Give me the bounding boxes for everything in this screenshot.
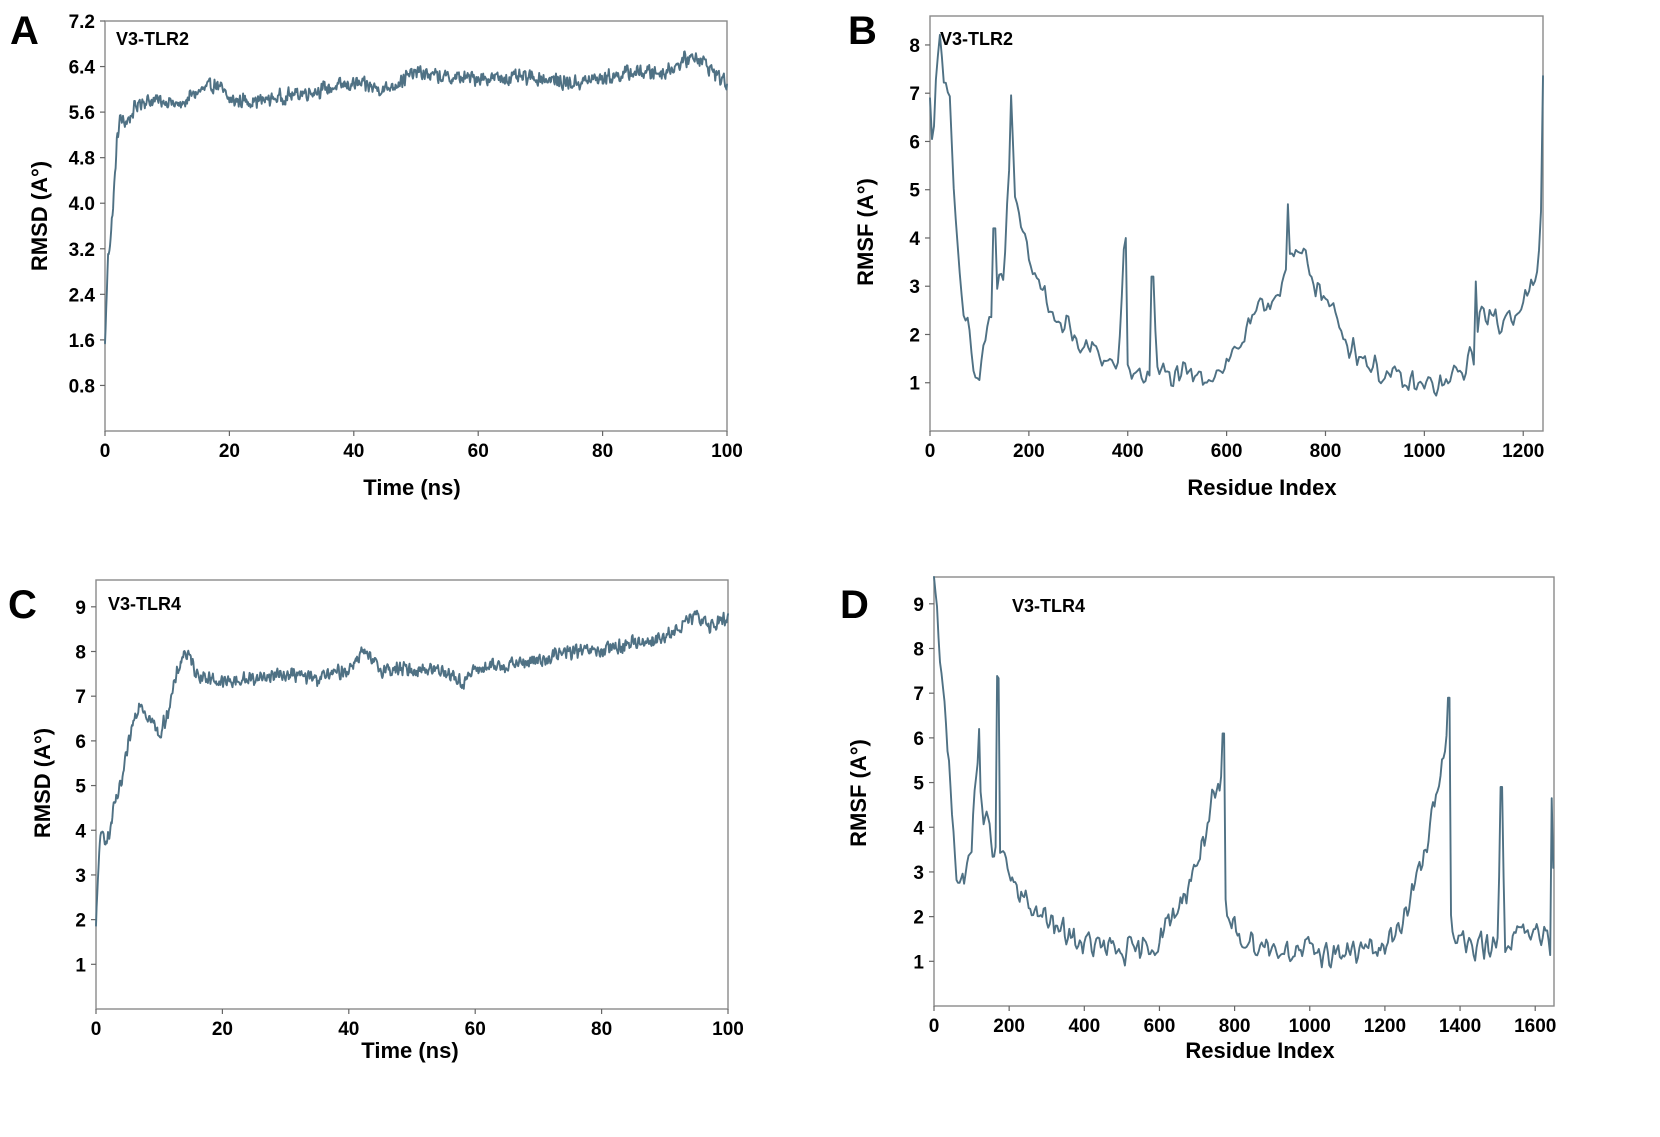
x-axis-label: Residue Index (1185, 1038, 1335, 1063)
series-line-v3-tlr2 (104, 50, 728, 345)
y-tick-label: 2 (909, 325, 920, 346)
y-tick-label: 7 (75, 687, 86, 708)
y-tick-label: 9 (913, 595, 924, 616)
x-tick-label: 0 (929, 1016, 940, 1037)
x-tick-label: 40 (338, 1019, 359, 1040)
x-tick-label: 1000 (1289, 1016, 1331, 1037)
x-tick-label: 0 (100, 441, 111, 462)
x-tick-label: 1200 (1364, 1016, 1406, 1037)
x-axis-label: Residue Index (1187, 475, 1337, 500)
y-tick-label: 3 (913, 863, 924, 884)
y-tick-label: 5 (75, 777, 86, 798)
chart-panel-d: D Residue Index RMSF (A°) 0 200 400 600 800 1… (830, 568, 1660, 1137)
x-tick-label: 80 (591, 1019, 612, 1040)
panel-letter: A (10, 9, 39, 53)
panel-letter: C (8, 583, 37, 627)
x-tick-label: 0 (925, 441, 936, 462)
x-tick-label: 200 (993, 1016, 1025, 1037)
x-tick-label: 400 (1068, 1016, 1100, 1037)
y-tick-label: 1 (913, 952, 924, 973)
x-tick-label: 800 (1219, 1016, 1251, 1037)
panel-letter: D (840, 583, 869, 627)
y-tick-label: 6.4 (69, 58, 96, 79)
plot-frame (929, 15, 1544, 432)
x-tick-label: 40 (343, 441, 364, 462)
y-tick-label: 4 (75, 821, 86, 842)
x-tick-label: 0 (91, 1019, 102, 1040)
y-tick-label: 8 (75, 643, 86, 664)
y-tick-label: 4 (913, 818, 924, 839)
plot-frame (95, 579, 729, 1010)
y-tick-label: 0.8 (69, 376, 95, 397)
chart-panel-c: C Time (ns) RMSD (A°) 0 20 40 60 80 100 1 2 3 4 5 6… (0, 568, 830, 1137)
y-axis-label: RMSF (A°) (846, 739, 871, 847)
y-tick-label: 2.4 (69, 285, 96, 306)
y-tick-label: 6 (913, 729, 924, 750)
chart-title: V3-TLR4 (108, 594, 181, 614)
y-tick-label: 5 (913, 774, 924, 795)
x-axis-label: Time (ns) (363, 475, 460, 500)
y-tick-label: 3.2 (69, 240, 95, 261)
y-tick-label: 3 (75, 866, 86, 887)
y-tick-label: 2 (913, 908, 924, 929)
x-tick-label: 1600 (1514, 1016, 1556, 1037)
y-tick-label: 1.6 (69, 331, 95, 352)
chart-title: V3-TLR4 (1012, 596, 1085, 616)
x-tick-label: 60 (465, 1019, 486, 1040)
chart-svg-d: D Residue Index RMSF (A°) 0 200 400 600 800 1… (840, 576, 1556, 1063)
chart-svg-c: C Time (ns) RMSD (A°) 0 20 40 60 80 100 1 2 3 4 5 6… (8, 579, 744, 1063)
x-tick-label: 60 (468, 441, 489, 462)
chart-panel-b: B Residue Index RMSF (A°) RMSF (A°) 0200… (830, 0, 1660, 568)
y-tick-label: 5.6 (69, 103, 95, 124)
series-line-v3-tlr2 (929, 33, 1544, 397)
y-tick-label: 7 (909, 84, 920, 105)
x-tick-label: 20 (212, 1019, 233, 1040)
x-tick-label: 600 (1144, 1016, 1176, 1037)
y-axis-label: RMSD (A°) (27, 161, 52, 271)
x-tick-label: 800 (1310, 441, 1342, 462)
y-tick-label: 2 (75, 911, 86, 932)
x-tick-label: 20 (219, 441, 240, 462)
y-tick-label: 1 (909, 374, 920, 395)
y-axis-label: RMSD (A°) (30, 728, 55, 838)
x-tick-label: 600 (1211, 441, 1243, 462)
y-tick-label: 4.0 (69, 194, 95, 215)
x-tick-label: 1400 (1439, 1016, 1481, 1037)
x-tick-label: 100 (711, 441, 743, 462)
y-tick-label: 1 (75, 955, 86, 976)
y-tick-label: 4 (909, 229, 920, 250)
y-axis-label: RMSF (A°) (853, 178, 878, 286)
series-line-v3-tlr4 (933, 576, 1555, 969)
plot-frame (104, 20, 728, 432)
chart-svg-b: B Residue Index RMSF (A°) RMSF (A°) 0200… (848, 9, 1544, 500)
x-tick-label: 1200 (1502, 441, 1544, 462)
y-tick-label: 7.2 (69, 12, 95, 33)
y-tick-label: 6 (75, 732, 86, 753)
series-line-v3-tlr4 (95, 609, 729, 927)
y-tick-label: 8 (909, 36, 920, 57)
y-tick-label: 6 (909, 132, 920, 153)
panel-letter: B (848, 9, 877, 53)
x-tick-label: 1000 (1403, 441, 1445, 462)
y-tick-label: 9 (75, 598, 86, 619)
y-tick-label: 7 (913, 684, 924, 705)
x-tick-label: 80 (592, 441, 613, 462)
chart-title: V3-TLR2 (116, 29, 189, 49)
x-tick-label: 100 (712, 1019, 744, 1040)
chart-svg-a: A Time (ns) RMSD (A°) 0 20 40 60 80 100 0.8 1.6… (10, 9, 743, 500)
y-tick-label: 5 (909, 181, 920, 202)
chart-panel-a: A Time (ns) RMSD (A°) 0 20 40 60 80 100 0.8 1.6… (0, 0, 830, 568)
x-axis-label: Time (ns) (361, 1038, 458, 1063)
x-tick-label: 200 (1013, 441, 1045, 462)
y-tick-label: 8 (913, 640, 924, 661)
chart-title: V3-TLR2 (940, 29, 1013, 49)
x-tick-label: 400 (1112, 441, 1144, 462)
plot-frame (933, 576, 1555, 1007)
y-tick-label: 3 (909, 277, 920, 298)
y-tick-label: 4.8 (69, 149, 95, 170)
